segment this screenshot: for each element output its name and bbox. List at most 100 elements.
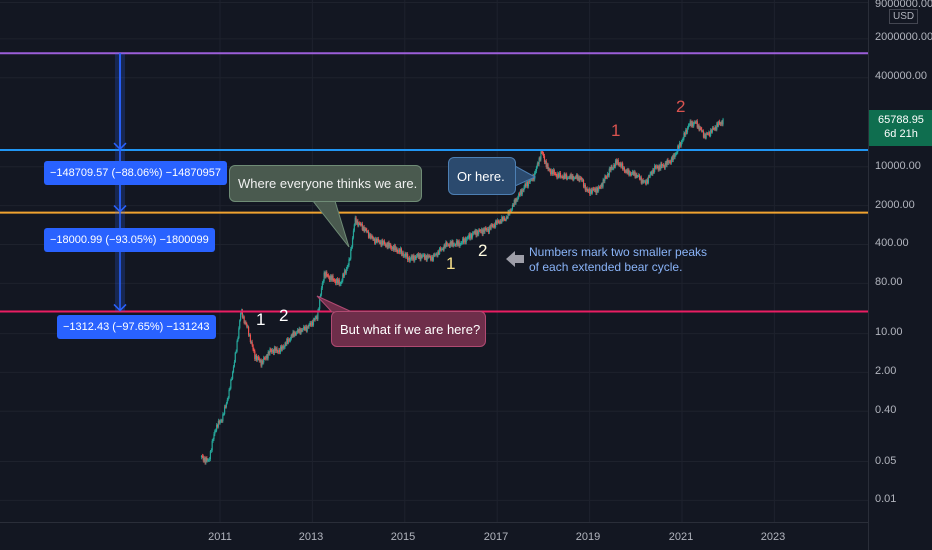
candle-body: [666, 159, 668, 166]
candle-body: [300, 329, 302, 334]
candle-body: [323, 272, 325, 281]
candle-body: [271, 350, 274, 352]
candle-body: [487, 228, 490, 233]
candle-body: [246, 323, 248, 327]
candle-body: [660, 163, 662, 169]
candle-body: [722, 118, 724, 125]
candle-body: [678, 146, 680, 148]
candle-body: [510, 209, 513, 212]
candle-body: [297, 329, 299, 333]
candle-body: [643, 181, 645, 183]
candle-body: [659, 165, 661, 169]
candle-body: [496, 220, 498, 224]
candle-body: [355, 217, 357, 224]
time-axis[interactable]: 2011 2013 2015 2017 2019 2021 2023: [0, 522, 868, 550]
candle-body: [388, 242, 390, 247]
candle-body: [631, 171, 634, 174]
candle-body: [294, 332, 296, 336]
candle-body: [456, 240, 458, 245]
candle-body: [557, 173, 559, 178]
candle-body: [335, 280, 337, 284]
candle-body: [441, 248, 443, 250]
candle-body: [390, 244, 392, 248]
measure-label-2[interactable]: −18000.99 (−93.05%) −1800099: [44, 228, 215, 252]
candle-body: [518, 193, 520, 198]
candle-body: [462, 238, 464, 243]
callout-what-if[interactable]: But what if we are here?: [331, 311, 486, 347]
candle-body: [449, 241, 451, 247]
candle-body: [702, 131, 705, 138]
candle-body: [298, 328, 300, 333]
candle-body: [551, 170, 554, 175]
candle-body: [490, 224, 492, 229]
candle-body: [582, 179, 585, 187]
candle-body: [714, 127, 716, 130]
measure-label-1[interactable]: −148709.57 (−88.06%) −14870957: [44, 161, 227, 185]
candle-body: [372, 237, 374, 240]
candle-body: [621, 163, 623, 167]
candle-body: [466, 237, 468, 239]
candle-body: [553, 169, 555, 174]
candle-body: [694, 122, 697, 124]
candle-body: [468, 234, 470, 238]
candle-body: [510, 210, 512, 212]
cycle1-peak-1: 1: [256, 310, 266, 329]
candle-body: [673, 154, 675, 158]
candle-body: [607, 173, 610, 176]
price-axis[interactable]: USD 9000000.00 2000000.00 400000.00 6578…: [868, 0, 932, 550]
tick-2000000: 2000000.00: [875, 31, 932, 43]
candle-body: [381, 240, 383, 246]
candle-body: [502, 217, 504, 221]
candle-body: [226, 399, 228, 404]
candle-body: [697, 125, 699, 128]
currency-badge[interactable]: USD: [889, 9, 919, 24]
candle-body: [591, 188, 594, 193]
candle-body: [639, 177, 642, 180]
candle-body: [237, 338, 239, 341]
candle-body: [253, 349, 255, 352]
candle-body: [383, 241, 385, 244]
callout-or-here[interactable]: Or here.: [448, 157, 516, 195]
candle-body: [424, 255, 427, 259]
tick-400: 400.00: [875, 237, 909, 249]
candle-body: [546, 164, 548, 167]
candle-body: [513, 199, 515, 206]
candle-body: [628, 169, 630, 176]
candle-body: [209, 451, 212, 460]
candle-body: [559, 172, 562, 178]
measure-arrow-head: [113, 303, 127, 312]
candle-body: [201, 455, 204, 457]
candle-body: [351, 246, 353, 249]
candle-body: [224, 406, 226, 414]
price-chart[interactable]: [0, 0, 868, 522]
candle-body: [598, 186, 601, 188]
candle-body: [664, 162, 666, 168]
candle-body: [434, 254, 436, 257]
candle-body: [279, 349, 281, 353]
candle-body: [489, 226, 491, 229]
candle-body: [696, 121, 698, 128]
candle-body: [368, 234, 371, 238]
candle-body: [382, 240, 384, 244]
candle-body: [392, 246, 395, 250]
candle-body: [401, 252, 403, 255]
candle-body: [288, 339, 291, 341]
candle-body: [252, 345, 254, 350]
candle-body: [275, 348, 277, 351]
candle-body: [320, 288, 323, 295]
candle-body: [423, 254, 426, 259]
candle-body: [561, 176, 563, 178]
candle-body: [333, 279, 335, 281]
candle-body: [430, 256, 432, 261]
chart-area[interactable]: −148709.57 (−88.06%) −14870957 −18000.99…: [0, 0, 868, 522]
candle-body: [345, 269, 347, 273]
candle-body: [480, 229, 482, 232]
measure-label-3[interactable]: −1312.43 (−97.65%) −131243: [57, 315, 216, 339]
candle-body: [652, 169, 654, 175]
candle-body: [705, 133, 707, 139]
candle-body: [500, 220, 502, 223]
candle-body: [251, 341, 253, 346]
cycle1-peak-2: 2: [279, 306, 289, 325]
callout-everyone[interactable]: Where everyone thinks we are.: [229, 165, 422, 202]
candle-body: [572, 175, 574, 181]
